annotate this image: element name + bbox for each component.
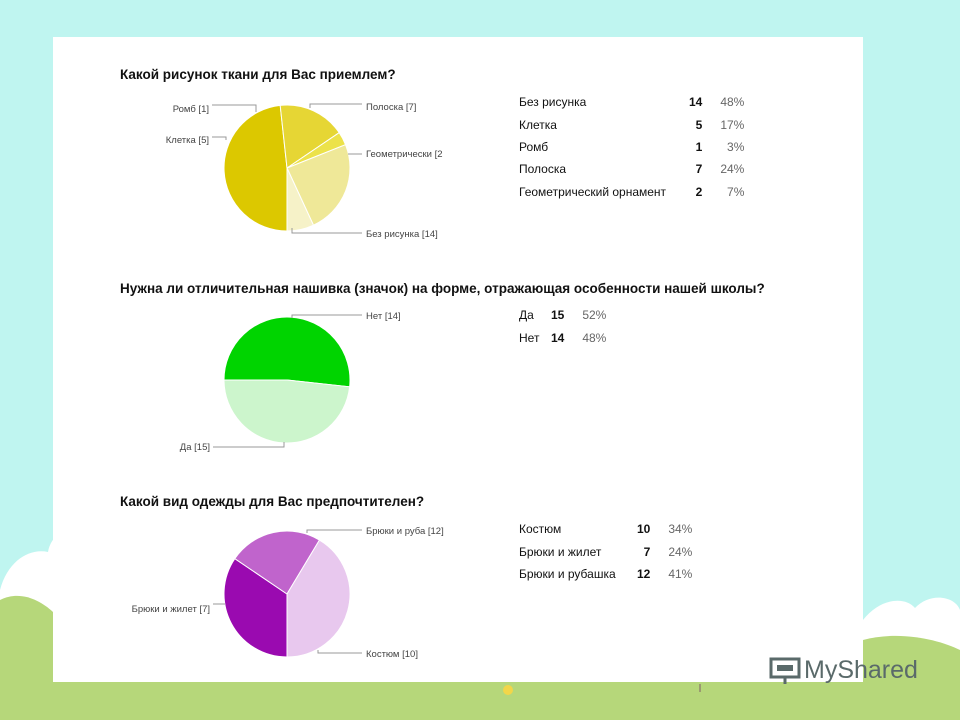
table-row: Да 15 52% [519, 304, 606, 326]
myshared-watermark: MyShared [768, 655, 918, 685]
leader-line [212, 136, 227, 140]
legend-table-patch: Да 15 52% Нет 14 48% [519, 304, 606, 349]
row-count: 14 [551, 330, 565, 345]
leader-line [309, 103, 362, 108]
row-count: 10 [637, 522, 651, 537]
row-label: Геометрический орнамент [519, 184, 667, 199]
row-percent: 3% [727, 139, 745, 154]
table-row: Брюки и жилет 7 24% [519, 540, 692, 562]
row-label: Брюки и рубашка [519, 566, 616, 581]
pie-label-suit: Костюм [10] [366, 649, 418, 660]
pie-label-geometric: Геометрически [2 [366, 149, 443, 160]
pie-slice-костюм [223, 557, 288, 658]
pie-label-romb: Ромб [1] [173, 104, 209, 115]
row-percent: 17% [720, 117, 745, 132]
row-label: Полоска [519, 162, 567, 177]
table-row: Геометрический орнамент 2 7% [519, 181, 744, 203]
legend-table-clothing: Костюм 10 34% Брюки и жилет 7 24% Брюки и ру… [519, 518, 692, 585]
pie-slice-геометрический-орнамент [286, 167, 315, 232]
leader-line [317, 650, 362, 654]
leader-line [291, 228, 362, 234]
table-row: Нет 14 48% [519, 326, 606, 348]
question-1-title: Какой рисунок ткани для Вас приемлем? [120, 67, 396, 82]
table-row: Ромб 1 3% [519, 136, 744, 158]
row-count: 5 [695, 117, 703, 132]
table-row: Костюм 10 34% [519, 518, 692, 540]
row-label: Костюм [519, 522, 562, 537]
pie-label-no-pattern: Без рисунка [14] [366, 229, 438, 240]
pie-label-poloska: Полоска [7] [366, 102, 416, 113]
row-label: Клетка [519, 117, 557, 132]
pie-label-yes: Да [15] [180, 442, 210, 453]
row-count: 7 [643, 544, 651, 559]
row-percent: 24% [668, 544, 693, 559]
flower-icon [503, 685, 513, 695]
row-count: 12 [637, 566, 651, 581]
pie-slice-без-рисунка [223, 104, 288, 232]
legend-table-fabric: Без рисунка 14 48% Клетка 5 17% Ромб 1 3% Поло… [519, 91, 744, 203]
row-percent: 48% [720, 95, 745, 110]
pie-slice-полоска [286, 144, 351, 226]
row-label: Нет [519, 330, 540, 345]
row-count: 1 [695, 139, 703, 154]
pie-label-kletka: Клетка [5] [166, 135, 209, 146]
row-label: Без рисунка [519, 95, 587, 110]
survey-results-sheet [53, 37, 863, 682]
row-count: 2 [695, 184, 703, 199]
row-percent: 24% [720, 162, 745, 177]
watermark-text: MyShared [804, 655, 918, 684]
row-label: Да [519, 308, 534, 323]
pie-slice-клетка [279, 104, 340, 169]
row-label: Ромб [519, 139, 549, 154]
row-percent: 48% [582, 330, 607, 345]
pie-label-pants-shirt: Брюки и руба [12] [366, 526, 444, 537]
question-2-title: Нужна ли отличительная нашивка (значок) … [120, 281, 765, 296]
leader-line [291, 314, 362, 318]
hill-left [0, 595, 53, 720]
row-count: 7 [695, 162, 703, 177]
table-row: Клетка 5 17% [519, 113, 744, 135]
row-count: 15 [551, 308, 565, 323]
table-row: Без рисунка 14 48% [519, 91, 744, 113]
pie-slice-да [223, 316, 351, 388]
hill-right [863, 635, 960, 720]
row-percent: 7% [727, 184, 745, 199]
ground [0, 682, 960, 720]
row-percent: 41% [668, 566, 693, 581]
pie-label-no: Нет [14] [366, 311, 401, 322]
pie-label-pants-vest: Брюки и жилет [7] [132, 604, 210, 615]
row-label: Брюки и жилет [519, 544, 602, 559]
row-percent: 34% [668, 522, 693, 537]
leader-line [213, 442, 285, 448]
row-percent: 52% [582, 308, 607, 323]
stem-icon [699, 684, 701, 692]
table-row: Полоска 7 24% [519, 158, 744, 180]
pie-slice-брюки-и-рубашка [286, 539, 351, 658]
table-row: Брюки и рубашка 12 41% [519, 563, 692, 585]
leader-line [306, 529, 362, 533]
question-3-title: Какой вид одежды для Вас предпочтителен? [120, 494, 425, 509]
leader-line [212, 104, 257, 112]
row-count: 14 [689, 95, 703, 110]
projector-screen-icon [769, 657, 801, 684]
pie-slice-брюки-и-жилет [234, 530, 321, 595]
